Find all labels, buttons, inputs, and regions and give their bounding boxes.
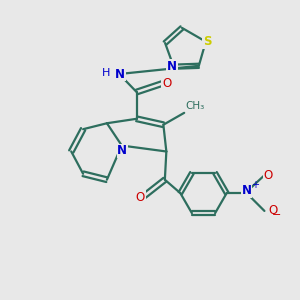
Text: N: N: [115, 68, 125, 81]
Text: H: H: [102, 68, 110, 78]
Text: N: N: [242, 184, 252, 197]
Text: O: O: [136, 191, 145, 204]
Text: O: O: [162, 76, 172, 90]
Text: O: O: [263, 169, 273, 182]
Text: S: S: [203, 35, 212, 48]
Text: +: +: [251, 180, 259, 190]
Text: O: O: [268, 204, 277, 218]
Text: −: −: [272, 210, 282, 220]
Text: N: N: [167, 60, 177, 73]
Text: N: N: [117, 144, 128, 158]
Text: CH₃: CH₃: [186, 101, 205, 111]
